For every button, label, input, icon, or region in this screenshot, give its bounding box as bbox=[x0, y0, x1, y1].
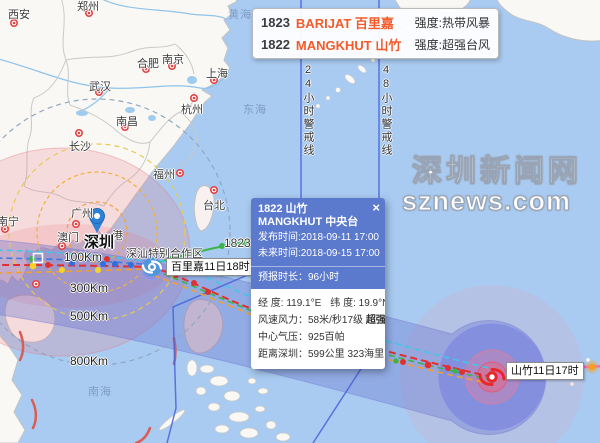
track-label-barijat-position[interactable]: 百里嘉11日18时 bbox=[166, 258, 255, 276]
city-marker-icon[interactable] bbox=[121, 123, 130, 132]
legend-typhoon-name: MANGKHUT 山竹 bbox=[295, 37, 402, 53]
close-icon[interactable]: × bbox=[372, 200, 380, 215]
warning-line-label-24h: 24小时警戒线 bbox=[302, 64, 314, 157]
forecast-point-marker-square bbox=[32, 252, 44, 264]
city-marker-icon[interactable] bbox=[142, 65, 151, 74]
track-label-barijat-id: 1823 bbox=[224, 236, 251, 250]
popup-body: 经 度: 119.1°E 纬 度: 19.9°N 风速风力：58米/秒17级 超… bbox=[251, 289, 385, 369]
popup-title: 1822 山竹 MANGKHUT 中央台 bbox=[258, 203, 359, 228]
luzon-island bbox=[183, 299, 224, 354]
city-label-hongkong: 港 bbox=[112, 230, 123, 242]
city-marker-icon[interactable] bbox=[95, 88, 104, 97]
city-marker-icon[interactable] bbox=[210, 186, 219, 195]
popup-future-time: 未来时间:2018-09-15 17:00 bbox=[258, 248, 380, 259]
vietnam-coast bbox=[0, 335, 26, 443]
hainan-island bbox=[4, 294, 56, 343]
watermark-english: sznews.com bbox=[402, 186, 572, 216]
city-marker-icon[interactable] bbox=[10, 18, 19, 27]
city-label-shenzhen: 深圳 bbox=[84, 234, 115, 251]
popup-header: 1822 山竹 MANGKHUT 中央台 × 发布时间:2018-09-11 1… bbox=[251, 198, 385, 289]
city-marker-icon[interactable] bbox=[75, 129, 84, 138]
typhoon-info-popup: 1822 山竹 MANGKHUT 中央台 × 发布时间:2018-09-11 1… bbox=[251, 198, 385, 369]
city-label-xian: 西安 bbox=[8, 9, 30, 21]
popup-forecast-lead: 预报时长：96小时 bbox=[258, 272, 340, 283]
sea-label-east-sea: 东海 bbox=[243, 104, 267, 116]
popup-longitude: 经 度: 119.1°E bbox=[258, 298, 322, 309]
city-marker-icon[interactable] bbox=[210, 76, 219, 85]
location-pin-icon[interactable] bbox=[89, 208, 105, 234]
warning-line-24h bbox=[166, 0, 302, 443]
city-marker-icon[interactable] bbox=[31, 279, 40, 288]
philippine-islands bbox=[158, 359, 291, 442]
legend-typhoon-name: BARIJAT 百里嘉 bbox=[295, 15, 394, 31]
rivers-lakes bbox=[76, 76, 197, 121]
watermark-chinese: 深圳新闻网 bbox=[412, 155, 582, 188]
legend-typhoon-id: 1822 bbox=[261, 36, 290, 52]
city-label-hefei: 合肥 bbox=[137, 58, 159, 70]
city-marker-icon[interactable] bbox=[168, 61, 177, 70]
city-label-shanghai: 上海 bbox=[206, 68, 228, 80]
city-label-changsha: 长沙 bbox=[69, 141, 91, 153]
warning-line-label-48h: 48小时警戒线 bbox=[380, 64, 392, 157]
popup-wind: 风速风力：58米/秒17级 bbox=[258, 315, 364, 326]
legend-typhoon-id: 1823 bbox=[261, 14, 290, 30]
forecast-points-blue bbox=[69, 260, 134, 268]
city-label-nanchang: 南昌 bbox=[116, 116, 138, 128]
city-label-hangzhou: 杭州 bbox=[181, 104, 203, 116]
site-watermark: 深圳新闻网 sznews.com bbox=[402, 155, 582, 216]
city-label-zhengzhou: 郑州 bbox=[77, 1, 99, 13]
legend-typhoon-strength: 强度:超强台风 bbox=[414, 37, 490, 52]
popup-wind-grade: 超强台风 bbox=[365, 315, 385, 326]
popup-pressure: 中心气压：925百帕 bbox=[258, 332, 345, 343]
city-label-guangzhou: 广州 bbox=[71, 208, 93, 220]
city-marker-icon[interactable] bbox=[72, 220, 81, 229]
taiwan-island bbox=[193, 185, 215, 232]
legend-row-mangkhut[interactable]: 1822 MANGKHUT 山竹 强度:超强台风 bbox=[261, 33, 490, 55]
popup-publish-time: 发布时间:2018-09-11 17:00 bbox=[258, 232, 379, 243]
legend-row-barijat[interactable]: 1823 BARIJAT 百里嘉 强度:热带风暴 bbox=[261, 11, 490, 33]
city-marker-icon[interactable] bbox=[176, 169, 185, 178]
city-label-macau: 澳门 bbox=[57, 232, 79, 244]
city-marker-icon[interactable] bbox=[190, 94, 199, 103]
kyushu-japan bbox=[496, 0, 600, 42]
ring-label-100km: 100Km bbox=[64, 250, 103, 264]
track-label-mangkhut-position[interactable]: 山竹11日17时 bbox=[506, 362, 584, 380]
city-label-nanning: 南宁 bbox=[0, 216, 19, 228]
barijat-forecast-tracks bbox=[0, 249, 153, 274]
city-label-shenshan: 深汕特别合作区 bbox=[126, 248, 203, 260]
ring-label-300km: 300Km bbox=[70, 281, 109, 295]
city-label-nanjing: 南京 bbox=[162, 54, 184, 66]
mainland-china bbox=[0, 0, 238, 285]
typhoon-legend: 1823 BARIJAT 百里嘉 强度:热带风暴 1822 MANGKHUT 山… bbox=[252, 8, 499, 59]
city-label-wuhan: 武汉 bbox=[89, 81, 111, 93]
city-marker-icon[interactable] bbox=[85, 9, 94, 18]
typhoon-icon-barijat[interactable] bbox=[141, 257, 163, 277]
legend-typhoon-strength: 强度:热带风暴 bbox=[414, 15, 490, 30]
forecast-points-yellow bbox=[29, 262, 101, 273]
city-label-taipei: 台北 bbox=[203, 200, 225, 212]
sea-label-south-sea: 南海 bbox=[88, 386, 112, 398]
ring-label-500km: 500Km bbox=[70, 309, 109, 323]
barijat-probability-area bbox=[0, 147, 191, 357]
distance-rings bbox=[0, 98, 231, 366]
city-marker-icon[interactable] bbox=[57, 242, 66, 251]
popup-divider bbox=[251, 266, 385, 267]
typhoon-icon-mangkhut[interactable] bbox=[478, 368, 506, 386]
popup-latitude: 纬 度: 19.9°N bbox=[330, 298, 385, 309]
popup-distance: 距离深圳：599公里 323海里 bbox=[258, 349, 385, 360]
city-label-fuzhou: 福州 bbox=[153, 169, 175, 181]
ring-label-800km: 800Km bbox=[70, 354, 109, 368]
city-marker-icons[interactable] bbox=[0, 9, 219, 288]
city-marker-icon[interactable] bbox=[0, 225, 10, 234]
sea-label-yellow-sea: 黄海 bbox=[228, 9, 252, 21]
